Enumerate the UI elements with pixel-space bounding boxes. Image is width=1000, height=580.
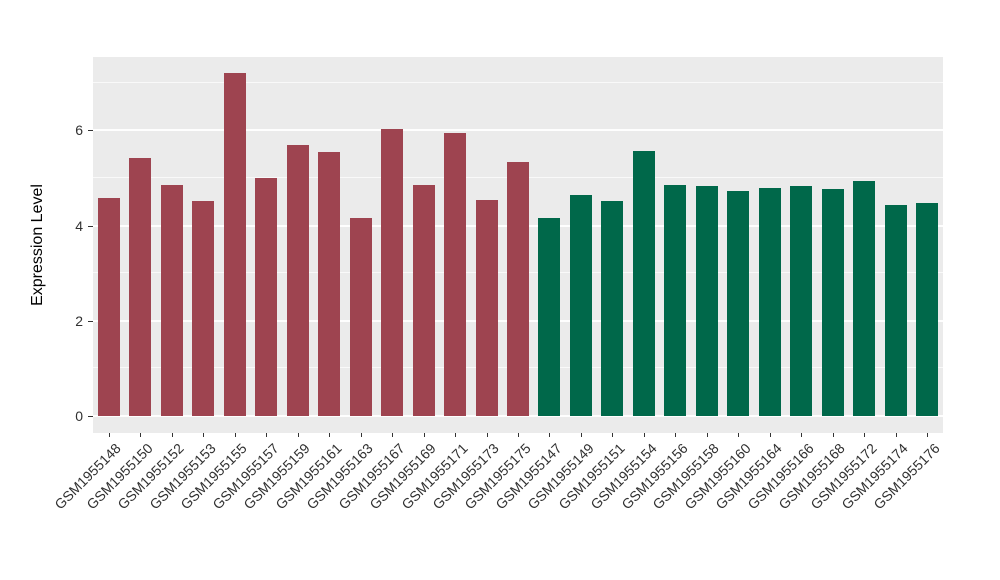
bar-GSM1955157 <box>255 178 278 416</box>
x-tick-GSM1955175 <box>518 433 519 437</box>
bar-GSM1955167 <box>381 128 404 416</box>
bar-GSM1955169 <box>412 185 435 416</box>
bar-GSM1955164 <box>758 188 781 416</box>
bar-GSM1955148 <box>97 198 120 416</box>
plot-panel <box>93 57 943 433</box>
x-tick-GSM1955160 <box>738 433 740 437</box>
x-tick-GSM1955159 <box>297 433 299 437</box>
x-tick-GSM1955171 <box>455 433 457 437</box>
bar-GSM1955154 <box>632 150 655 416</box>
x-tick-GSM1955151 <box>612 433 614 437</box>
gridline-major-6 <box>93 129 943 132</box>
bar-GSM1955168 <box>821 188 844 416</box>
x-tick-GSM1955148 <box>108 433 110 437</box>
y-tick-label-6: 6 <box>75 122 83 139</box>
bar-GSM1955171 <box>444 133 467 416</box>
bar-GSM1955163 <box>349 217 372 416</box>
gridline-minor-7 <box>93 81 943 83</box>
y-tick-label-4: 4 <box>75 217 83 234</box>
x-tick-GSM1955158 <box>706 433 708 437</box>
y-tick-6 <box>88 130 93 132</box>
bar-GSM1955175 <box>507 162 529 416</box>
bar-GSM1955156 <box>664 185 687 416</box>
x-tick-GSM1955150 <box>140 433 142 437</box>
x-tick-GSM1955167 <box>392 433 394 437</box>
x-tick-GSM1955166 <box>801 433 803 437</box>
bar-GSM1955155 <box>223 73 246 416</box>
x-tick-GSM1955149 <box>580 433 582 437</box>
x-tick-GSM1955176 <box>927 433 929 437</box>
x-tick-GSM1955172 <box>864 433 866 437</box>
bar-GSM1955158 <box>695 186 718 416</box>
y-tick-2 <box>88 320 93 322</box>
x-tick-GSM1955164 <box>769 433 771 437</box>
x-tick-GSM1955173 <box>486 433 488 437</box>
x-tick-GSM1955163 <box>360 433 362 437</box>
bar-GSM1955151 <box>601 200 624 416</box>
x-tick-GSM1955174 <box>895 433 897 437</box>
bar-GSM1955152 <box>160 185 183 416</box>
x-tick-GSM1955169 <box>423 433 425 437</box>
bar-GSM1955176 <box>916 202 939 416</box>
x-tick-GSM1955152 <box>171 433 173 437</box>
y-tick-label-0: 0 <box>75 408 83 424</box>
x-tick-GSM1955154 <box>643 433 645 437</box>
x-tick-GSM1955157 <box>266 433 268 437</box>
bar-GSM1955160 <box>727 190 750 416</box>
x-tick-GSM1955153 <box>203 433 205 437</box>
x-tick-GSM1955155 <box>234 433 236 437</box>
bar-GSM1955173 <box>475 199 498 416</box>
x-tick-GSM1955161 <box>329 433 331 437</box>
bar-GSM1955147 <box>538 218 561 416</box>
bar-GSM1955161 <box>318 151 341 416</box>
bar-GSM1955150 <box>129 157 152 416</box>
y-axis-title: Expression Level <box>29 184 46 306</box>
y-tick-4 <box>88 225 93 227</box>
bar-GSM1955174 <box>884 205 907 416</box>
bar-GSM1955159 <box>286 144 309 416</box>
x-tick-GSM1955168 <box>832 433 834 437</box>
bar-GSM1955172 <box>853 181 876 416</box>
bar-GSM1955149 <box>569 195 592 416</box>
x-tick-GSM1955147 <box>549 433 551 437</box>
y-tick-label-2: 2 <box>75 312 83 329</box>
bar-GSM1955153 <box>192 200 215 416</box>
gridline-major-0 <box>93 415 943 417</box>
x-tick-GSM1955156 <box>675 433 677 437</box>
y-tick-0 <box>88 416 93 417</box>
bar-GSM1955166 <box>790 186 813 416</box>
